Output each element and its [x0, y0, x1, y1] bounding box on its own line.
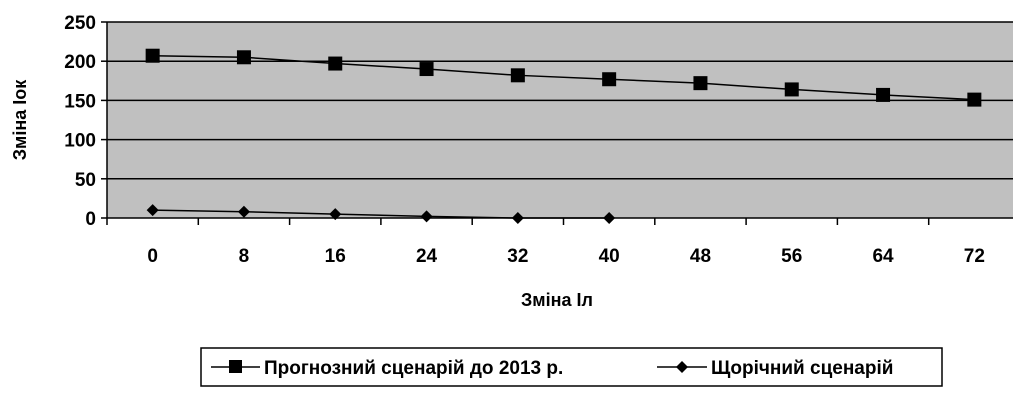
- plot-area: [106, 21, 1013, 219]
- x-tick-label: 72: [964, 246, 985, 267]
- x-axis-title: Зміна Іл: [521, 290, 593, 310]
- data-point-diamond: [237, 205, 250, 218]
- data-point-square: [602, 72, 617, 87]
- data-point-diamond: [511, 212, 524, 224]
- x-tick-labels: 0 8 16 24 32 40 48 56 64 72: [147, 246, 985, 267]
- x-tick-label: 48: [690, 246, 711, 267]
- y-tick-label: 50: [75, 170, 96, 191]
- y-tick-label: 100: [64, 131, 96, 152]
- data-point-square: [967, 92, 982, 107]
- data-point-square: [510, 68, 525, 83]
- x-tick-label: 56: [781, 246, 802, 267]
- series-line-1: [152, 209, 610, 219]
- x-tick-label: 8: [239, 246, 250, 267]
- x-tick-label: 24: [416, 246, 438, 267]
- data-point-square: [784, 82, 799, 97]
- x-tick-label: 32: [507, 246, 528, 267]
- data-point-diamond: [329, 208, 342, 221]
- x-tick-label: 0: [147, 246, 158, 267]
- y-axis-title: Зміна Іок: [10, 79, 30, 160]
- data-point-diamond: [420, 210, 433, 223]
- data-point-square: [328, 56, 343, 71]
- y-tick-labels: 0 50 100 150 200 250: [64, 13, 96, 230]
- data-point-diamond: [146, 204, 159, 217]
- legend: Прогнозний сценарій до 2013 р. Щорічний …: [200, 347, 943, 387]
- data-point-square: [236, 50, 251, 65]
- gridlines: [107, 21, 1013, 180]
- y-tick-label: 0: [85, 209, 96, 230]
- data-point-square: [693, 76, 708, 91]
- legend-label-annual: Щорічний сценарій: [711, 358, 893, 379]
- y-tick-label: 150: [64, 91, 96, 112]
- data-point-square: [145, 48, 160, 63]
- x-tick-label: 40: [599, 246, 620, 267]
- y-tick-label: 200: [64, 52, 96, 73]
- x-tick-label: 64: [872, 246, 894, 267]
- data-point-square: [876, 87, 891, 102]
- legend-marker-square: [229, 360, 242, 373]
- series-layer: [145, 48, 982, 224]
- data-point-diamond: [603, 212, 616, 224]
- data-point-square: [419, 62, 434, 77]
- y-tick-label: 250: [64, 13, 96, 34]
- x-tick-label: 16: [325, 246, 346, 267]
- legend-marker-diamond: [676, 361, 688, 373]
- legend-label-forecast: Прогнозний сценарій до 2013 р.: [264, 358, 563, 379]
- series-line-0: [152, 54, 975, 101]
- legend-box: [200, 347, 943, 387]
